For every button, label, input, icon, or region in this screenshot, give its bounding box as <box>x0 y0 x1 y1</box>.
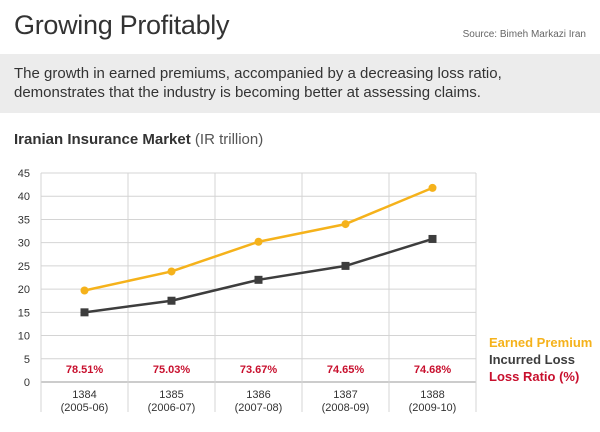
x-tick-sublabel: (2006-07) <box>148 402 196 414</box>
loss-ratio-label: 75.03% <box>153 364 191 376</box>
y-tick-label: 35 <box>18 214 30 226</box>
loss-ratio-label: 73.67% <box>240 364 278 376</box>
x-tick-sublabel: (2009-10) <box>409 402 457 414</box>
incurred-loss-point <box>428 234 437 243</box>
y-tick-label: 5 <box>24 354 30 366</box>
loss-ratio-label: 78.51% <box>66 364 104 376</box>
x-tick-label: 1386 <box>246 389 270 401</box>
earned-premium-point <box>80 286 89 295</box>
y-tick-label: 40 <box>18 191 30 203</box>
source-note: Source: Bimeh Markazi Iran <box>462 29 586 40</box>
x-tick-sublabel: (2005-06) <box>61 402 109 414</box>
x-tick-sublabel: (2007-08) <box>235 402 283 414</box>
y-tick-label: 15 <box>18 307 30 319</box>
x-tick-label: 1385 <box>159 389 183 401</box>
legend-incurred-loss: Incurred Loss <box>489 352 575 367</box>
y-tick-label: 45 <box>18 168 30 180</box>
x-tick-label: 1387 <box>333 389 357 401</box>
y-tick-label: 20 <box>18 284 30 296</box>
y-tick-label: 25 <box>18 261 30 273</box>
header: Growing Profitably Source: Bimeh Markazi… <box>0 0 600 54</box>
description-band <box>0 54 600 113</box>
x-tick-label: 1388 <box>420 389 444 401</box>
legend-earned-premium: Earned Premium <box>489 335 593 350</box>
legend-loss-ratio: Loss Ratio (%) <box>489 369 580 384</box>
earned-premium-point <box>428 183 437 192</box>
incurred-loss-point <box>167 296 176 305</box>
earned-premium-point <box>341 220 350 229</box>
earned-premium-point <box>254 237 263 246</box>
x-tick-label: 1384 <box>72 389 96 401</box>
y-tick-label: 10 <box>18 331 30 343</box>
y-tick-label: 30 <box>18 238 30 250</box>
description-text: The growth in earned premiums, accompani… <box>14 65 502 101</box>
earned-premium-point <box>167 267 176 276</box>
loss-ratio-label: 74.65% <box>327 364 365 376</box>
x-tick-sublabel: (2008-09) <box>322 402 370 414</box>
page-title: Growing Profitably <box>14 10 230 40</box>
chart-legend: Earned Premium Incurred Loss Loss Ratio … <box>489 334 592 385</box>
chart-title-main: Iranian Insurance Market <box>14 131 191 148</box>
incurred-loss-point <box>341 261 350 270</box>
y-tick-label: 0 <box>24 377 30 389</box>
incurred-loss-line <box>84 237 433 314</box>
chart-title-unit: (IR trillion) <box>194 131 264 148</box>
incurred-loss-point <box>254 275 263 284</box>
chart-title: Iranian Insurance Market (IR trillion) <box>14 131 263 148</box>
incurred-loss-point <box>80 308 89 317</box>
loss-ratio-label: 74.68% <box>414 364 452 376</box>
